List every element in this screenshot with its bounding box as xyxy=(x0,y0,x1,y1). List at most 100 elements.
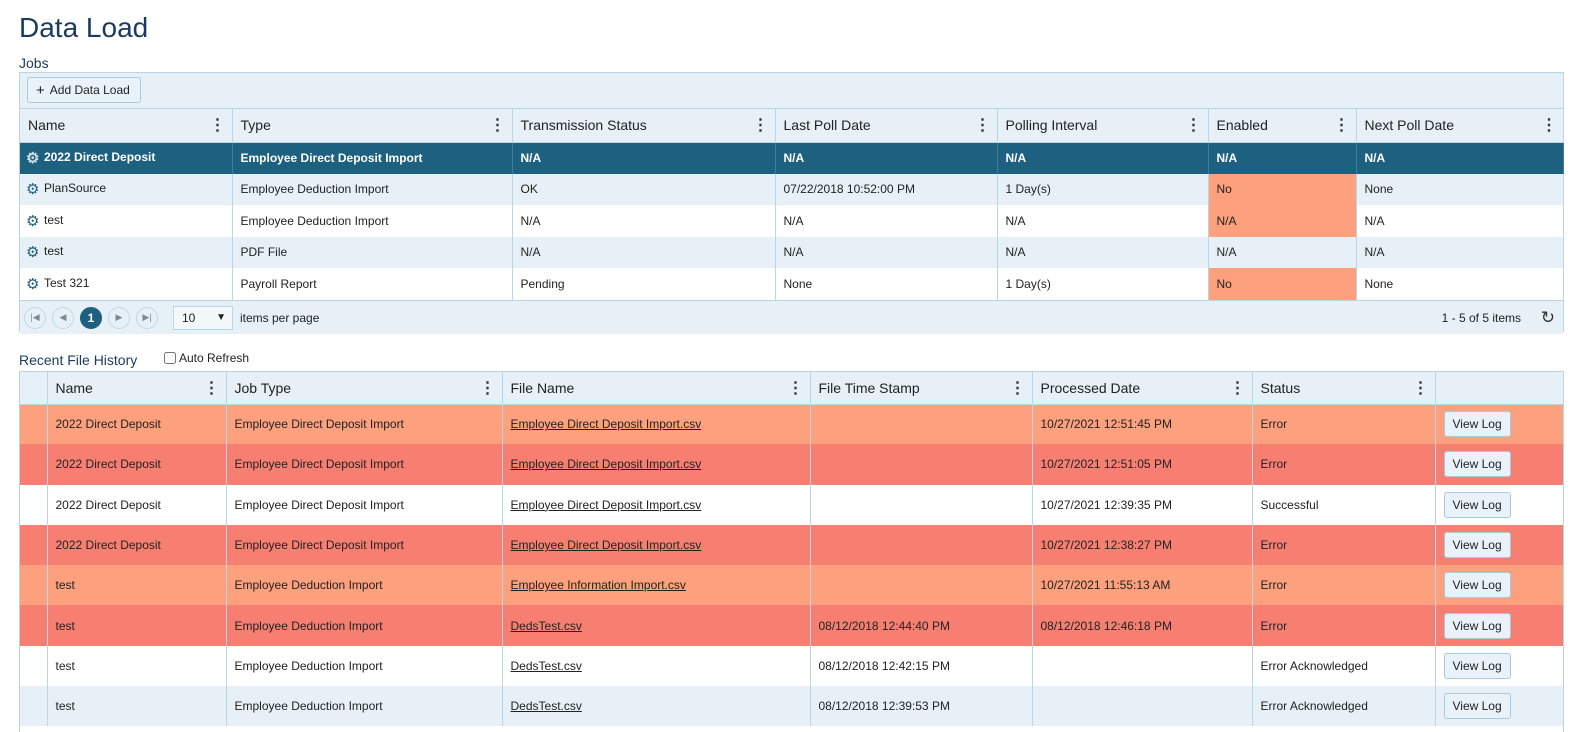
file-name-link[interactable]: DedsTest.csv xyxy=(510,618,582,633)
file-name-link[interactable]: DedsTest.csv xyxy=(510,699,582,714)
file-name-link[interactable]: Employee Direct Deposit Import.csv xyxy=(510,497,702,512)
job-enabled-cell: No xyxy=(1208,268,1357,300)
column-menu-icon[interactable]: ⋮ xyxy=(209,117,226,135)
column-menu-icon[interactable]: ⋮ xyxy=(1185,117,1202,135)
column-menu-icon[interactable]: ⋮ xyxy=(479,379,496,397)
expand-cell xyxy=(20,686,48,727)
history-name-cell: test xyxy=(47,645,227,687)
job-last-poll-date-cell: 07/22/2018 10:52:00 PM xyxy=(775,173,998,205)
history-name-cell: 2022 Direct Deposit xyxy=(47,444,227,485)
column-header-file-time-stamp[interactable]: File Time Stamp ⋮ xyxy=(810,372,1033,405)
column-header-job-type[interactable]: Job Type ⋮ xyxy=(226,372,503,405)
column-header-label: Name xyxy=(55,379,93,396)
history-action-cell: View Log xyxy=(1435,524,1563,566)
history-file-name-cell: Employee Information Import.csv xyxy=(502,565,811,606)
job-next-poll-date-cell: N/A xyxy=(1356,142,1564,174)
job-name-cell: ⚙ test xyxy=(20,205,233,237)
column-menu-icon[interactable]: ⋮ xyxy=(489,117,506,135)
history-action-cell: View Log xyxy=(1435,565,1563,606)
history-job-type-cell: Employee Deduction Import xyxy=(226,645,503,687)
job-enabled-cell: N/A xyxy=(1208,205,1357,237)
file-name-link[interactable]: Employee Information Import.csv xyxy=(510,578,686,593)
view-log-button[interactable]: View Log xyxy=(1443,532,1511,559)
view-log-button[interactable]: View Log xyxy=(1443,491,1511,518)
column-menu-icon[interactable]: ⋮ xyxy=(1009,379,1026,397)
column-header-next-poll-date[interactable]: Next Poll Date ⋮ xyxy=(1356,109,1563,143)
column-menu-icon[interactable]: ⋮ xyxy=(1541,117,1557,135)
job-type-cell: Employee Deduction Import xyxy=(232,205,513,237)
history-row: test Employee Deduction Import DedsTest.… xyxy=(20,645,1563,687)
job-name: 2022 Direct Deposit xyxy=(44,150,156,165)
history-file-name-cell: Employee Direct Deposit Import.csv xyxy=(502,524,811,566)
column-header-file-name[interactable]: File Name ⋮ xyxy=(502,372,811,405)
gear-icon[interactable]: ⚙ xyxy=(26,212,40,230)
file-name-link[interactable]: Employee Direct Deposit Import.csv xyxy=(510,538,702,553)
jobs-row[interactable]: ⚙ 2022 Direct Deposit Employee Direct Dep… xyxy=(20,142,1564,174)
history-processed-date-cell: 10/27/2021 12:51:05 PM xyxy=(1032,444,1253,485)
gear-icon[interactable]: ⚙ xyxy=(26,275,40,293)
column-menu-icon[interactable]: ⋮ xyxy=(203,379,220,397)
view-log-button[interactable]: View Log xyxy=(1443,411,1511,438)
column-menu-icon[interactable]: ⋮ xyxy=(1412,379,1429,397)
column-header-processed-date[interactable]: Processed Date ⋮ xyxy=(1032,372,1253,405)
history-row: 2022 Direct Deposit Employee Direct Depo… xyxy=(20,484,1563,525)
view-log-button[interactable]: View Log xyxy=(1443,693,1511,720)
page-size-select[interactable]: 10 ▼ xyxy=(173,305,233,330)
add-data-load-button[interactable]: + Add Data Load xyxy=(27,77,141,103)
current-page-button[interactable]: 1 xyxy=(80,306,102,329)
jobs-row[interactable]: ⚙ test PDF File N/A N/A N/A N/A N/A xyxy=(20,236,1563,268)
first-page-icon[interactable]: |◀ xyxy=(24,306,46,329)
column-header-label: Processed Date xyxy=(1040,379,1141,396)
view-log-button[interactable]: View Log xyxy=(1443,572,1511,599)
job-type-cell: Payroll Report xyxy=(232,268,513,300)
column-header-label: Next Poll Date xyxy=(1364,117,1454,134)
history-processed-date-cell: 10/27/2021 12:51:45 PM xyxy=(1032,404,1253,445)
jobs-table: Name ⋮ Type ⋮ Transmission Status ⋮ Last Po… xyxy=(20,109,1564,300)
file-name-link[interactable]: DedsTest.csv xyxy=(510,658,582,673)
history-status-cell: Successful xyxy=(1252,484,1436,525)
column-menu-icon[interactable]: ⋮ xyxy=(752,117,769,135)
column-header-status[interactable]: Status ⋮ xyxy=(1252,372,1436,405)
history-name-cell: test xyxy=(47,565,227,606)
gear-icon[interactable]: ⚙ xyxy=(26,150,40,167)
column-header-type[interactable]: Type ⋮ xyxy=(232,109,513,143)
gear-icon[interactable]: ⚙ xyxy=(26,244,40,262)
history-processed-date-cell: 10/27/2021 11:55:13 AM xyxy=(1032,565,1253,606)
jobs-row[interactable]: ⚙ PlanSource Employee Deduction Import OK… xyxy=(20,173,1563,205)
job-name: test xyxy=(44,244,64,259)
column-menu-icon[interactable]: ⋮ xyxy=(974,117,991,135)
prev-page-icon[interactable]: ◀ xyxy=(52,306,74,329)
history-status-cell: Error Acknowledged xyxy=(1252,686,1436,727)
last-page-icon[interactable]: ▶| xyxy=(136,306,158,329)
view-log-button[interactable]: View Log xyxy=(1443,451,1511,478)
column-menu-icon[interactable]: ⋮ xyxy=(787,379,804,397)
view-log-button[interactable]: View Log xyxy=(1443,652,1511,679)
gear-icon[interactable]: ⚙ xyxy=(26,181,40,199)
next-page-icon[interactable]: ▶ xyxy=(108,306,130,329)
history-file-time-stamp-cell: 08/12/2018 12:44:40 PM xyxy=(810,605,1033,646)
history-processed-date-cell: 08/12/2018 12:46:18 PM xyxy=(1032,605,1253,646)
jobs-row[interactable]: ⚙ test Employee Deduction Import N/A N/A … xyxy=(20,205,1563,237)
column-header-name[interactable]: Name ⋮ xyxy=(20,109,233,143)
jobs-row[interactable]: ⚙ Test 321 Payroll Report Pending None 1 … xyxy=(20,268,1563,300)
column-header-polling-interval[interactable]: Polling Interval ⋮ xyxy=(997,109,1209,143)
job-name-cell: ⚙ 2022 Direct Deposit xyxy=(20,142,233,174)
history-header-row: Name ⋮ Job Type ⋮ File Name ⋮ File Time Sta… xyxy=(20,372,1563,405)
expand-cell xyxy=(20,524,48,566)
auto-refresh-checkbox[interactable] xyxy=(164,352,176,364)
job-polling-interval-cell: N/A xyxy=(997,142,1209,174)
column-header-last-poll-date[interactable]: Last Poll Date ⋮ xyxy=(775,109,998,143)
job-polling-interval-cell: N/A xyxy=(997,236,1209,268)
file-name-link[interactable]: Employee Direct Deposit Import.csv xyxy=(510,457,702,472)
column-header-enabled[interactable]: Enabled ⋮ xyxy=(1208,109,1357,143)
auto-refresh-toggle[interactable]: Auto Refresh xyxy=(164,351,249,365)
history-action-cell: View Log xyxy=(1435,686,1563,727)
file-name-link[interactable]: Employee Direct Deposit Import.csv xyxy=(510,417,702,432)
column-menu-icon[interactable]: ⋮ xyxy=(1229,379,1246,397)
column-header-name[interactable]: Name ⋮ xyxy=(47,372,227,405)
column-header-transmission-status[interactable]: Transmission Status ⋮ xyxy=(512,109,776,143)
column-menu-icon[interactable]: ⋮ xyxy=(1333,117,1350,135)
view-log-button[interactable]: View Log xyxy=(1443,612,1511,639)
refresh-icon[interactable]: ↻ xyxy=(1540,307,1555,327)
history-row: test Employee Deduction Import DedsTest.… xyxy=(20,686,1563,727)
